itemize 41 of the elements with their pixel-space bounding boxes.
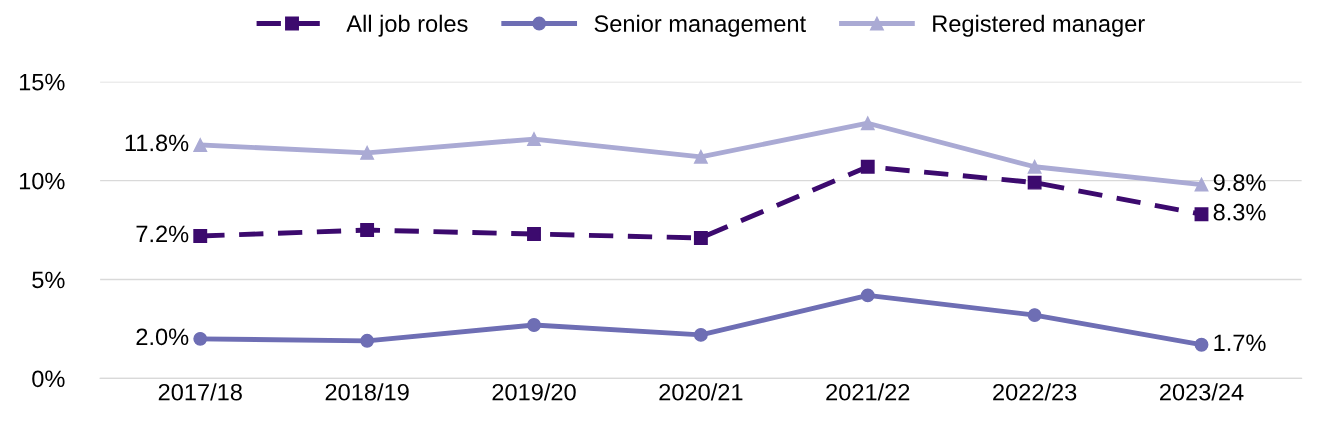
x-tick-label: 2017/18 bbox=[158, 383, 242, 401]
data-label: 7.2% bbox=[136, 225, 189, 243]
point bbox=[693, 327, 708, 342]
point bbox=[693, 149, 708, 164]
x-tick-label: 2020/21 bbox=[659, 383, 743, 401]
y-tick-label: 5% bbox=[32, 271, 65, 289]
point bbox=[1027, 159, 1042, 174]
point bbox=[193, 138, 208, 152]
y-tick-label: 0% bbox=[32, 370, 65, 388]
y-tick-label: 10% bbox=[19, 172, 65, 190]
point bbox=[360, 333, 375, 348]
point bbox=[1194, 337, 1209, 352]
point bbox=[360, 145, 375, 160]
x-tick-label: 2023/24 bbox=[1160, 383, 1244, 401]
point bbox=[360, 223, 375, 237]
x-tick-label: 2018/19 bbox=[325, 383, 409, 401]
data-label: 2.0% bbox=[136, 328, 189, 346]
x-tick-label: 2021/22 bbox=[826, 383, 910, 401]
legend-label: Senior management bbox=[594, 14, 806, 37]
data-label: 9.8% bbox=[1213, 174, 1266, 191]
data-label: 1.7% bbox=[1214, 334, 1266, 352]
point bbox=[1194, 207, 1209, 222]
y-tick-label: 15% bbox=[19, 73, 65, 91]
legend-label: All job roles bbox=[346, 14, 468, 37]
point bbox=[860, 116, 875, 131]
legend-label: Registered manager bbox=[933, 14, 1145, 37]
x-tick-label: 2019/20 bbox=[492, 383, 576, 401]
data-label: 8.3% bbox=[1213, 203, 1266, 221]
point bbox=[527, 132, 541, 147]
point bbox=[527, 227, 541, 241]
point bbox=[527, 318, 541, 332]
point bbox=[693, 231, 708, 245]
point bbox=[860, 159, 875, 174]
point bbox=[193, 331, 208, 346]
point bbox=[1027, 308, 1042, 323]
point bbox=[1194, 177, 1209, 192]
data-label: 11.8% bbox=[125, 134, 189, 152]
point bbox=[193, 229, 208, 243]
point bbox=[860, 288, 875, 303]
point bbox=[1027, 175, 1042, 190]
x-tick-label: 2022/23 bbox=[993, 383, 1077, 401]
